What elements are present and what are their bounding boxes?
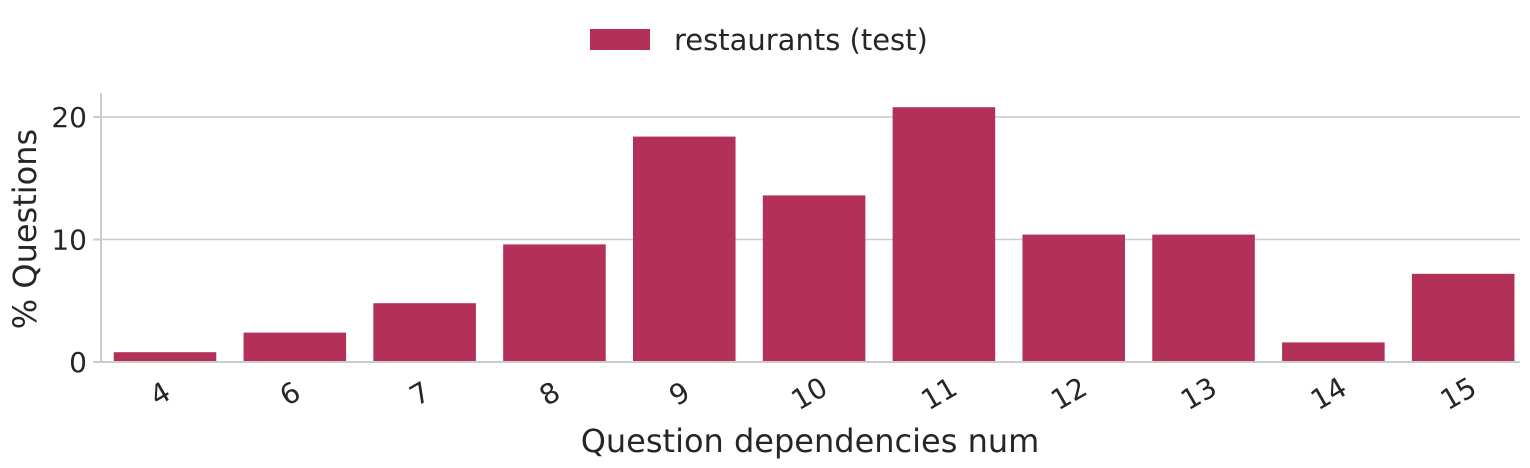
bar-14 [1282, 342, 1385, 362]
y-tick-labels: 0 10 20 [51, 101, 101, 379]
bar-6 [243, 332, 347, 362]
bar-10 [762, 195, 866, 362]
x-tick-label: 14 [1305, 371, 1352, 417]
bar-7 [373, 303, 476, 362]
y-tick-label: 0 [69, 346, 87, 379]
legend-label: restaurants (test) [674, 23, 928, 57]
x-tick-label: 4 [144, 375, 176, 412]
x-tick-label: 10 [786, 371, 833, 417]
x-tick-label: 11 [915, 371, 962, 417]
bars [113, 107, 1515, 362]
bar-4 [113, 352, 217, 362]
x-axis-label: Question dependencies num [581, 422, 1040, 460]
y-axis-label: % Questions [6, 129, 44, 329]
x-tick-label: 6 [274, 375, 306, 412]
bar-12 [1022, 234, 1126, 362]
axes [100, 93, 1520, 363]
bar-15 [1411, 273, 1515, 362]
x-tick-label: 8 [534, 375, 566, 412]
x-tick-label: 12 [1045, 371, 1092, 417]
bar-8 [503, 244, 606, 362]
x-tick-labels: 4 6 7 8 9 10 11 12 13 14 15 [144, 371, 1482, 417]
legend: restaurants (test) [590, 23, 928, 57]
y-tick-label: 10 [51, 224, 87, 257]
x-tick-label: 13 [1175, 371, 1222, 417]
x-tick-label: 9 [664, 375, 696, 412]
x-tick-label: 7 [404, 375, 436, 412]
x-tick-label: 15 [1435, 371, 1482, 417]
legend-swatch [590, 29, 650, 50]
y-tick-label: 20 [51, 101, 87, 134]
bar-13 [1152, 234, 1255, 362]
bar-9 [632, 136, 736, 362]
bar-11 [892, 107, 996, 362]
